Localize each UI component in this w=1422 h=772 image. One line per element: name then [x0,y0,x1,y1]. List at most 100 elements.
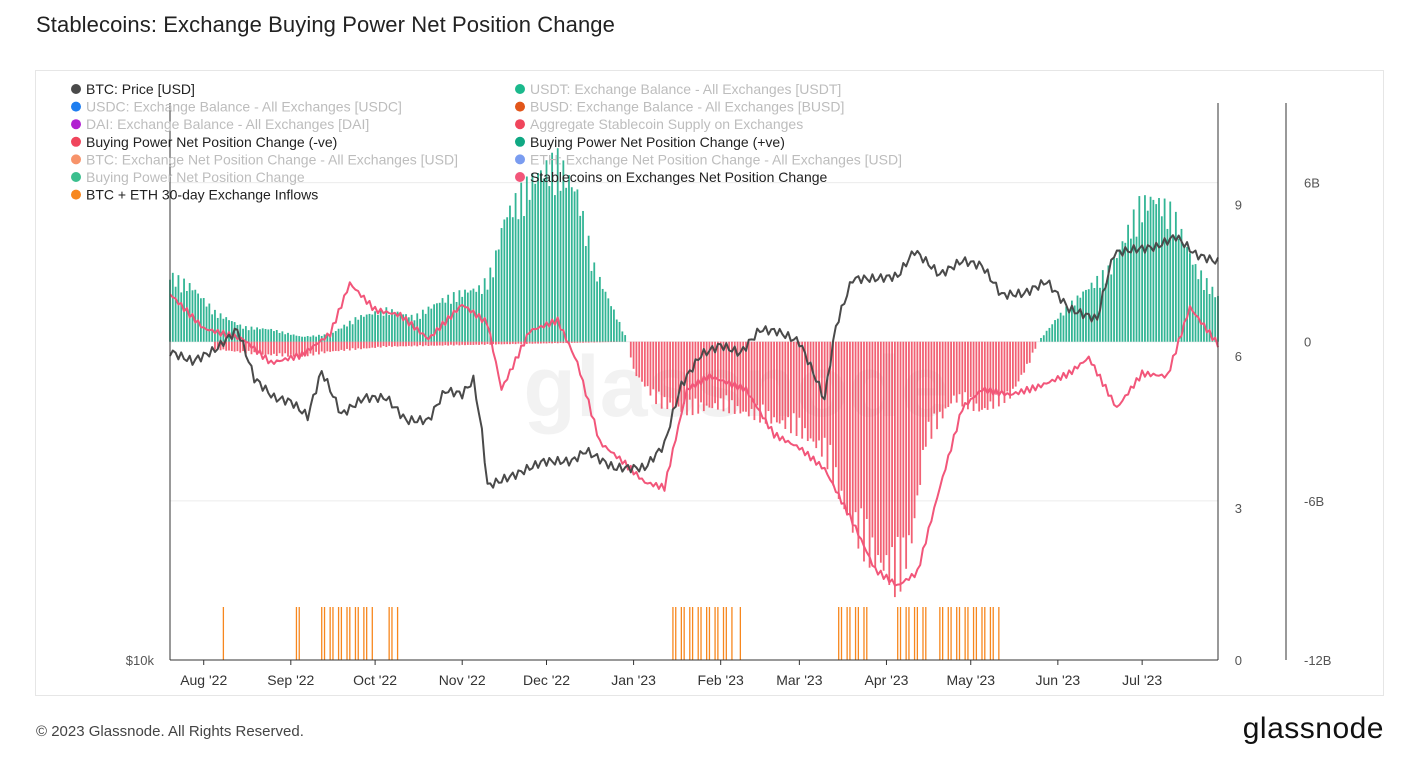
bar-negative [503,341,506,345]
bar-positive [1113,258,1115,342]
legend-label: Buying Power Net Position Change (-ve) [86,134,337,150]
bar-positive [1152,199,1155,342]
bar-negative [511,341,514,344]
legend-item[interactable]: Stablecoins on Exchanges Net Position Ch… [515,169,828,185]
legend-item[interactable]: USDC: Exchange Balance - All Exchanges [… [71,99,402,115]
bar-positive [427,306,430,342]
bar-positive [1054,320,1056,342]
bar-positive [458,290,461,342]
bar-positive [1045,330,1048,342]
bar-positive [413,320,416,342]
bar-positive [1107,265,1110,342]
bar-positive [520,182,523,342]
x-tick-label: Jul '23 [1122,672,1162,688]
bar-positive [517,219,520,342]
legend-swatch [515,84,525,94]
bar-positive [503,219,506,342]
bar-positive [256,327,258,342]
bar-negative [1009,341,1011,399]
bar-negative [629,341,632,358]
legend-swatch [71,119,81,130]
bar-positive [318,334,320,342]
bar-positive [1096,275,1099,342]
bar-negative [857,341,860,549]
bar-negative [441,341,444,346]
bar-negative [565,341,568,343]
bar-positive [214,309,216,342]
bar-negative [722,341,725,412]
bar-negative [663,341,666,398]
bar-negative [534,341,537,344]
bar-negative [315,341,318,352]
bar-positive [287,332,289,342]
bar-negative [472,341,475,345]
bar-positive [542,178,545,342]
legend-swatch [71,84,81,94]
bar-negative [672,341,674,409]
legend-item[interactable]: USDT: Exchange Balance - All Exchanges [… [515,81,841,97]
bar-positive [1177,238,1180,342]
bar-positive [461,296,464,342]
legend-item[interactable]: BTC: Exchange Net Position Change - All … [71,151,458,167]
x-tick-label: Nov '22 [439,672,486,688]
bar-negative [961,341,964,407]
bar-negative [652,341,655,390]
legend-item[interactable]: Aggregate Stablecoin Supply on Exchanges [515,116,803,132]
legend-item[interactable]: Buying Power Net Position Change [71,169,305,185]
bar-positive [537,173,539,342]
bar-positive [171,272,174,342]
bar-negative [823,341,826,438]
bar-negative [641,341,643,382]
bar-negative [922,341,924,450]
bar-positive [1104,283,1107,342]
legend-item[interactable]: BTC: Price [USD] [71,81,195,97]
bar-negative [267,341,270,355]
bar-negative [924,341,927,447]
bar-positive [334,331,337,342]
bar-negative [643,341,646,387]
bar-positive [194,289,197,342]
x-tick-label: Mar '23 [776,672,822,688]
bar-positive [551,152,554,342]
bar-negative [888,341,891,586]
legend-item[interactable]: ETH: Exchange Net Position Change - All … [515,151,902,167]
bar-negative [731,341,733,401]
bar-positive [371,314,374,342]
bar-positive [1138,196,1141,342]
bar-positive [576,189,579,342]
bar-positive [329,334,332,342]
bar-positive [1189,253,1191,342]
legend-label: Buying Power Net Position Change (+ve) [530,134,785,150]
bar-negative [264,341,267,355]
bar-negative [374,341,377,348]
legend-item[interactable]: BTC + ETH 30-day Exchange Inflows [71,187,318,203]
bar-positive [185,290,188,342]
bar-positive [357,319,360,342]
bar-negative [972,341,975,411]
bar-negative [365,341,368,349]
bar-negative [590,341,593,343]
bar-positive [346,326,348,342]
bar-negative [733,341,736,414]
bar-negative [556,341,559,344]
bar-negative [570,341,573,343]
bar-positive [385,307,388,342]
bar-negative [480,341,483,345]
bar-negative [525,341,528,344]
bar-negative [292,341,295,357]
bar-negative [343,341,346,351]
bar-negative [542,341,545,344]
legend-item[interactable]: DAI: Exchange Balance - All Exchanges [D… [71,116,369,132]
legend-item[interactable]: BUSD: Exchange Balance - All Exchanges [… [515,99,844,115]
bar-negative [950,341,952,404]
bar-negative [806,341,809,442]
bar-positive [421,309,424,342]
bar-negative [804,341,806,429]
bar-positive [273,331,275,342]
bar-negative [975,341,978,404]
legend-item[interactable]: Buying Power Net Position Change (-ve) [71,134,337,150]
bar-positive [354,317,357,342]
bar-negative [899,341,902,592]
legend-item[interactable]: Buying Power Net Position Change (+ve) [515,134,785,150]
bar-negative [312,341,315,356]
